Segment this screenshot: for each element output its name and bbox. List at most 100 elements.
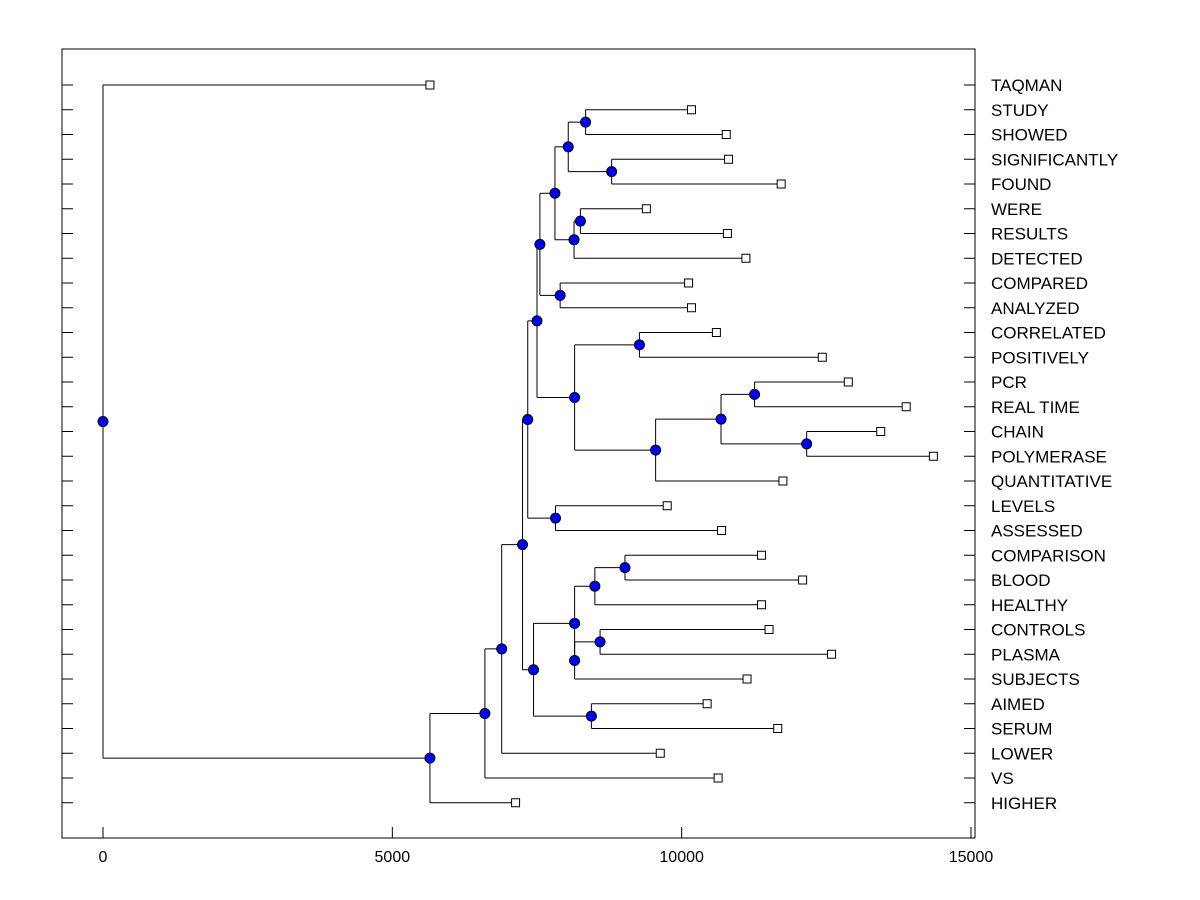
leaf-marker-lower — [655, 748, 665, 758]
merge-node-n2 — [606, 166, 618, 178]
leaf-marker-pcr — [843, 377, 853, 387]
plot-frame — [61, 48, 976, 839]
leaf-marker-real-time — [901, 402, 911, 412]
merge-node-n19 — [589, 580, 601, 592]
leaf-marker-aimed — [702, 699, 712, 709]
leaf-label-blood: BLOOD — [991, 571, 1051, 590]
leaf-label-correlated: CORRELATED — [991, 324, 1106, 343]
leaf-label-higher: HIGHER — [991, 794, 1057, 813]
leaf-marker-quantitative — [778, 476, 788, 486]
merge-node-n21 — [569, 654, 581, 666]
merge-node-n12 — [715, 413, 727, 425]
leaf-label-quantitative: QUANTITATIVE — [991, 472, 1112, 491]
leaf-label-detected: DETECTED — [991, 249, 1083, 268]
leaf-marker-controls — [764, 625, 774, 634]
leaf-marker-assessed — [717, 526, 727, 535]
leaf-marker-chain — [876, 427, 886, 436]
x-tick-label: 0 — [99, 849, 108, 866]
merge-node-n15 — [531, 315, 543, 327]
merge-node-n26 — [496, 643, 508, 655]
leaf-label-assessed: ASSESSED — [991, 522, 1083, 541]
merge-node-n4 — [574, 215, 586, 227]
leaf-labels: TAQMAN STUDY SHOWED SIGNIFICANTLY FOUND WERE R… — [991, 76, 1118, 813]
leaf-label-compared: COMPARED — [991, 274, 1088, 293]
leaf-label-results: RESULTS — [991, 225, 1068, 244]
leaf-marker-healthy — [757, 600, 767, 610]
leaf-label-significantly: SIGNIFICANTLY — [991, 150, 1118, 169]
merge-node-n14 — [569, 391, 581, 403]
x-tick-label: 10000 — [659, 849, 704, 866]
leaf-label-subjects: SUBJECTS — [991, 670, 1080, 689]
merge-node-n7 — [554, 289, 566, 301]
leaf-label-controls: CONTROLS — [991, 621, 1085, 640]
merge-node-n5 — [568, 234, 580, 246]
leaf-label-plasma: PLASMA — [991, 645, 1061, 664]
merge-node-n16 — [550, 512, 562, 524]
merge-node-n11 — [801, 438, 813, 450]
merge-node-n9 — [633, 339, 645, 351]
leaf-label-comparison: COMPARISON — [991, 546, 1106, 565]
leaf-marker-subjects — [742, 674, 752, 684]
leaf-marker-showed — [721, 130, 731, 139]
leaf-label-levels: LEVELS — [991, 497, 1055, 516]
merge-node-n8 — [534, 238, 546, 250]
merge-node-n28 — [424, 752, 436, 764]
merge-node-n24 — [528, 664, 540, 676]
merge-node-n25 — [517, 539, 529, 551]
leaf-label-healthy: HEALTHY — [991, 596, 1068, 615]
leaf-marker-results — [722, 229, 732, 238]
leaf-marker-serum — [773, 724, 783, 733]
merge-node-n6 — [549, 187, 561, 199]
leaf-marker-positively — [817, 352, 827, 362]
merge-node-n29 — [97, 416, 109, 428]
leaf-label-were: WERE — [991, 200, 1042, 219]
merge-node-n17 — [522, 414, 534, 426]
leaf-marker-found — [776, 179, 786, 189]
merge-nodes — [97, 116, 813, 764]
leaf-marker-polymerase — [928, 451, 938, 461]
x-tick-label: 5000 — [375, 849, 411, 866]
leaf-marker-plasma — [827, 649, 837, 659]
leaf-label-study: STUDY — [991, 101, 1049, 120]
right-tick-marks — [964, 84, 975, 804]
leaf-label-positively: POSITIVELY — [991, 348, 1089, 367]
leaf-marker-taqman — [425, 80, 435, 90]
leaf-marker-blood — [798, 575, 808, 585]
merge-node-n20 — [594, 636, 606, 648]
leaf-label-showed: SHOWED — [991, 126, 1068, 145]
leaf-markers — [425, 80, 938, 808]
x-axis: 0 5000 10000 15000 — [99, 827, 994, 866]
leaf-label-aimed: AIMED — [991, 695, 1045, 714]
merge-node-n13 — [650, 444, 662, 456]
merge-node-n10 — [749, 388, 761, 400]
merge-node-n27 — [479, 707, 491, 719]
leaf-marker-detected — [741, 253, 751, 263]
leaf-marker-vs — [713, 773, 723, 783]
leaf-label-polymerase: POLYMERASE — [991, 447, 1107, 466]
leaf-label-vs: VS — [991, 769, 1014, 788]
merge-node-n18 — [619, 562, 631, 574]
merge-node-n22 — [569, 617, 581, 629]
leaf-marker-analyzed — [687, 303, 697, 313]
leaf-label-serum: SERUM — [991, 720, 1052, 739]
leaf-marker-compared — [684, 278, 694, 288]
leaf-label-real-time: REAL TIME — [991, 398, 1080, 417]
merge-node-n23 — [585, 710, 597, 722]
leaf-label-chain: CHAIN — [991, 423, 1044, 442]
leaf-label-pcr: PCR — [991, 373, 1027, 392]
x-tick-label: 15000 — [949, 849, 994, 866]
leaf-marker-levels — [662, 501, 672, 511]
merge-node-n3 — [562, 141, 574, 153]
leaf-marker-higher — [511, 798, 521, 808]
leaf-label-taqman: TAQMAN — [991, 76, 1062, 95]
leaf-marker-study — [687, 105, 697, 115]
leaf-label-lower: LOWER — [991, 744, 1053, 763]
leaf-label-analyzed: ANALYZED — [991, 299, 1080, 318]
leaf-marker-were — [641, 204, 651, 214]
leaf-marker-comparison — [757, 550, 767, 560]
leaf-marker-significantly — [724, 154, 734, 164]
leaf-label-found: FOUND — [991, 175, 1051, 194]
leaf-marker-correlated — [711, 328, 721, 337]
left-tick-marks — [62, 84, 73, 804]
